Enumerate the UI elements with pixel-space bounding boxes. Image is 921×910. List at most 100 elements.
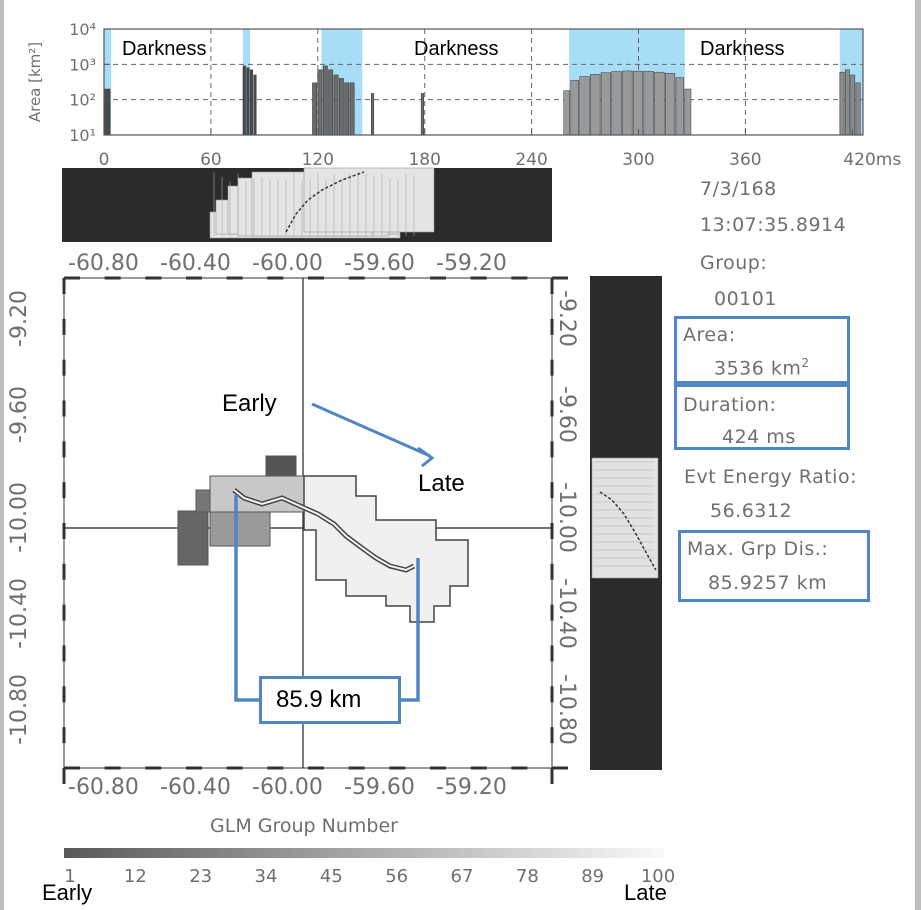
hist-bar — [250, 70, 253, 135]
colorbar-cell — [214, 848, 221, 858]
colorbar-cell — [94, 848, 101, 858]
colorbar-cell — [328, 848, 335, 858]
colorbar-cell — [514, 848, 521, 858]
colorbar-cell — [310, 848, 317, 858]
colorbar-cell — [640, 848, 647, 858]
colorbar-cell — [568, 848, 575, 858]
hist-ytick-label: 10⁴ — [69, 20, 96, 39]
colorbar-cell — [442, 848, 449, 858]
colorbar-cell — [586, 848, 593, 858]
colorbar-cell — [610, 848, 617, 858]
colorbar-cell — [142, 848, 149, 858]
colorbar-cell — [250, 848, 257, 858]
hist-bar — [655, 72, 665, 135]
hist-xtick-label: 0 — [99, 150, 110, 170]
colorbar-cell — [532, 848, 539, 858]
hist-bar — [685, 89, 691, 135]
hist-bar — [328, 70, 332, 135]
colorbar-cell — [538, 848, 545, 858]
colorbar-cell — [340, 848, 347, 858]
colorbar-cell — [268, 848, 275, 858]
colorbar-cell — [460, 848, 467, 858]
colorbar-late-label: Late — [624, 880, 667, 906]
colorbar-cell — [286, 848, 293, 858]
colorbar-cell — [646, 848, 653, 858]
colorbar-cell — [82, 848, 89, 858]
colorbar-cell — [118, 848, 125, 858]
map-top-tick-label: -60.80 — [68, 251, 139, 276]
info-area-label: Area: — [683, 324, 736, 346]
hist-ytick-label: 10² — [69, 91, 96, 110]
colorbar-tick-label: 45 — [320, 866, 343, 887]
colorbar-cell — [406, 848, 413, 858]
hist-xtick-label: 180 — [408, 150, 440, 170]
colorbar-tick-label: 67 — [451, 866, 474, 887]
colorbar-cell — [424, 848, 431, 858]
colorbar-cell — [358, 848, 365, 858]
colorbar-tick-label: 78 — [516, 866, 539, 887]
map-bottom-tick-label: -59.20 — [436, 775, 507, 800]
hist-bar — [633, 71, 643, 135]
hist-xtick-label: 60 — [200, 150, 222, 170]
map-left-tick-label: -10.40 — [7, 578, 32, 649]
colorbar-cell — [220, 848, 227, 858]
hist-bar — [571, 80, 579, 135]
colorbar-cell — [400, 848, 407, 858]
colorbar-cell — [106, 848, 113, 858]
hist-bar — [644, 71, 654, 135]
colorbar-cell — [112, 848, 119, 858]
strip-top-block — [304, 168, 434, 232]
colorbar-cell — [556, 848, 563, 858]
map-left-tick-label: -10.80 — [7, 674, 32, 745]
colorbar-cell — [394, 848, 401, 858]
colorbar-early-label: Early — [42, 880, 92, 906]
colorbar-cell — [430, 848, 437, 858]
colorbar-cell — [178, 848, 185, 858]
info-date: 7/3/168 — [700, 178, 777, 200]
colorbar-cell — [88, 848, 95, 858]
hist-bar — [590, 74, 600, 135]
colorbar-cell — [100, 848, 107, 858]
map-top-tick-label: -59.20 — [436, 251, 507, 276]
figure-frame: 10¹ 10² 10³ 10⁴ Area [km²] 0 60 120 180 240 300 360… — [4, 0, 915, 910]
map-right-tick-label: -10.40 — [554, 578, 579, 649]
darkness-label-3: Darkness — [700, 38, 784, 61]
colorbar-tick-label: 34 — [255, 866, 278, 887]
hist-bar — [421, 93, 424, 135]
colorbar-cell — [388, 848, 395, 858]
colorbar-cell — [238, 848, 245, 858]
colorbar-cell — [448, 848, 455, 858]
colorbar-cell — [622, 848, 629, 858]
hist-bar — [371, 93, 374, 135]
colorbar-cell — [526, 848, 533, 858]
hist-xtick-label: 240 — [515, 150, 547, 170]
map-top-tick-label: -59.60 — [344, 251, 415, 276]
hist-bar — [601, 73, 611, 135]
colorbar-cell — [652, 848, 659, 858]
hist-bar — [254, 75, 257, 135]
map-right-tick-label: -9.60 — [554, 386, 579, 443]
colorbar-tick-label: 23 — [189, 866, 212, 887]
hist-bar — [345, 83, 349, 135]
map-left-tick-label: -9.20 — [7, 290, 32, 347]
colorbar-cell — [322, 848, 329, 858]
colorbar-cell — [160, 848, 167, 858]
map-bottom-tick-label: -60.40 — [160, 775, 231, 800]
colorbar-cell — [202, 848, 209, 858]
colorbar-cell — [454, 848, 461, 858]
colorbar-tick-label: 89 — [581, 866, 604, 887]
colorbar-cell — [196, 848, 203, 858]
map-title: GLM Group Number — [210, 815, 398, 837]
hist-bar — [665, 73, 675, 135]
info-maxdis-label: Max. Grp Dis.: — [687, 538, 828, 560]
early-arrow-label: Early — [222, 390, 277, 418]
info-energy-value: 56.6312 — [710, 500, 792, 522]
info-group-value: 00101 — [714, 288, 777, 310]
colorbar-cell — [634, 848, 641, 858]
colorbar-tick-label: 56 — [385, 866, 408, 887]
colorbar-cell — [244, 848, 251, 858]
distance-label: 85.9 km — [276, 686, 361, 714]
colorbar-cell — [274, 848, 281, 858]
map-top-tick-label: -60.40 — [160, 251, 231, 276]
colorbar-cell — [502, 848, 509, 858]
